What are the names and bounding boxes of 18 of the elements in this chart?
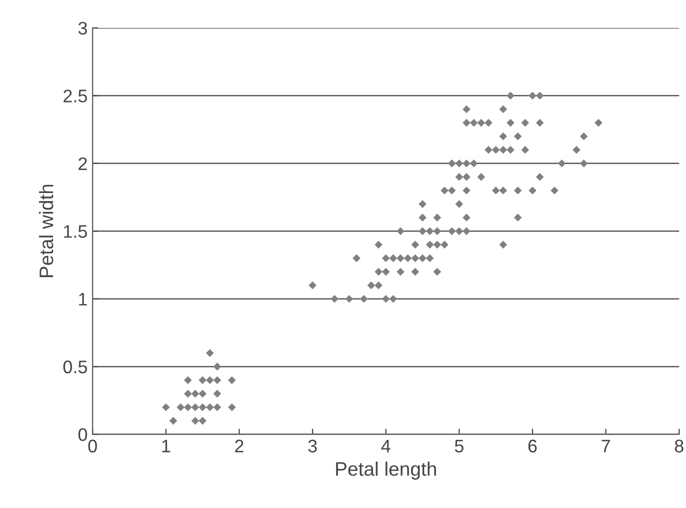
y-tick-label: 1.5 xyxy=(64,225,87,238)
x-tick-label: 1 xyxy=(162,440,170,452)
y-tick-label: 1 xyxy=(79,292,87,306)
y-tick-label: 0.5 xyxy=(63,360,87,374)
y-tick-label: 3 xyxy=(78,22,87,35)
x-tick-label: 7 xyxy=(602,440,610,452)
x-tick-label: 2 xyxy=(235,440,244,452)
x-axis-title: Petal length xyxy=(336,462,436,480)
x-tick-label: 8 xyxy=(674,440,684,452)
x-tick-label: 4 xyxy=(381,440,390,452)
x-tick-label: 0 xyxy=(88,440,97,452)
x-tick-label: 3 xyxy=(308,440,317,452)
y-tick-label: 0 xyxy=(78,428,88,442)
y-tick-label: 2.5 xyxy=(64,90,87,102)
x-tick-label: 5 xyxy=(454,440,464,452)
x-tick-label: 6 xyxy=(528,440,537,452)
y-axis-title: Petal width xyxy=(38,184,54,278)
y-tick-label: 2 xyxy=(78,157,87,170)
